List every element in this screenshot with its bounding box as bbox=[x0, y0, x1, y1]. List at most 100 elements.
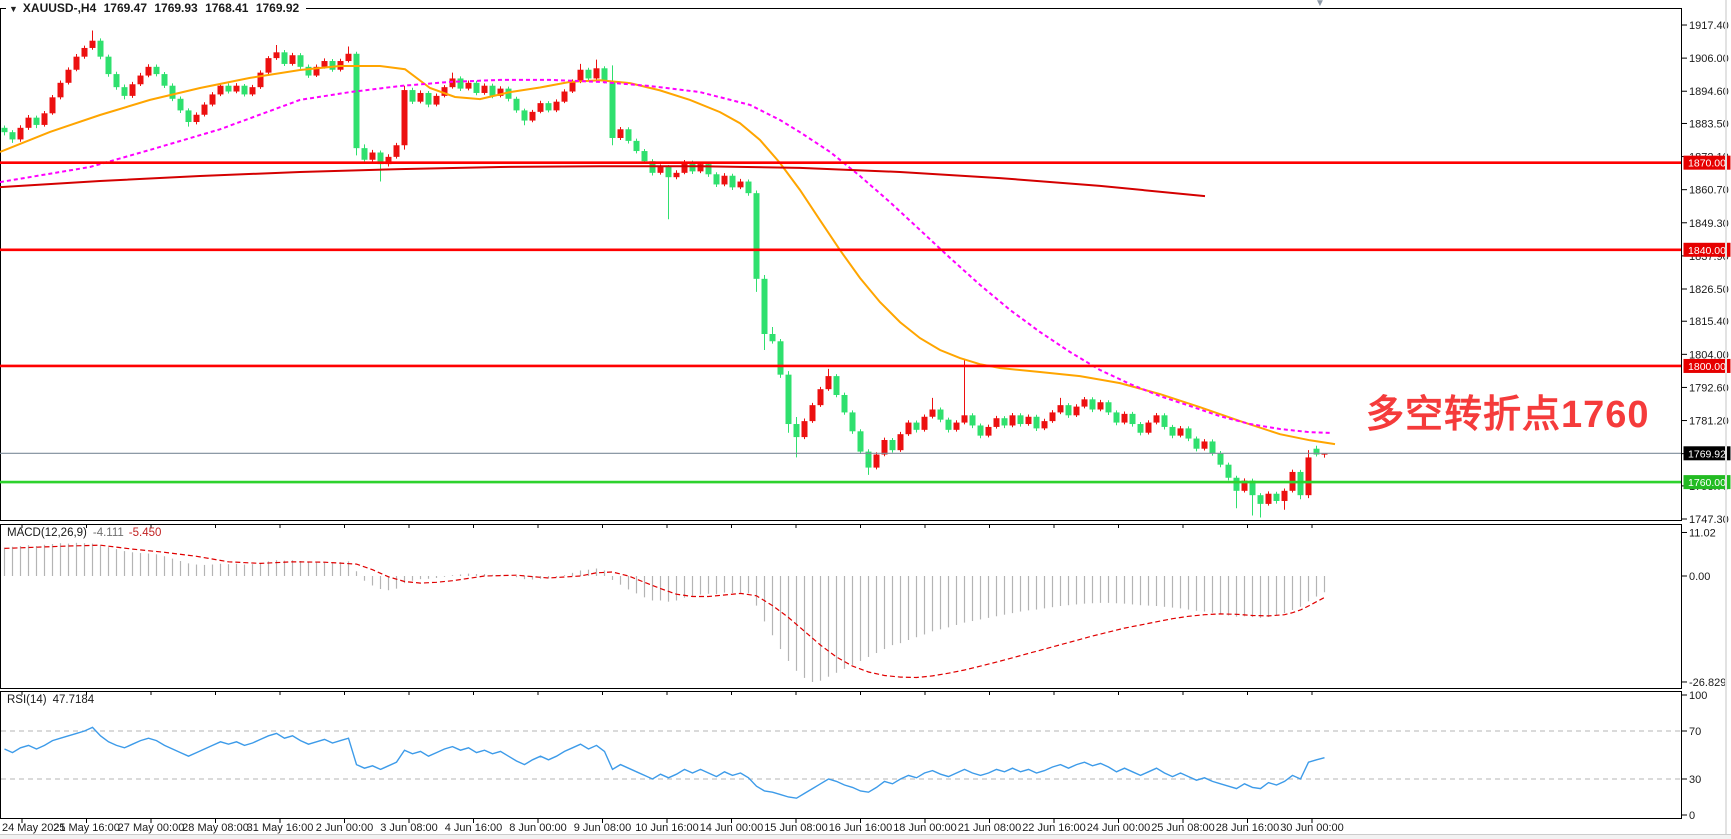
macd-main-value: -4.111 bbox=[92, 527, 124, 539]
candle-body bbox=[241, 85, 248, 95]
candle-body bbox=[625, 129, 632, 141]
candle-body bbox=[1153, 415, 1160, 423]
candle-body bbox=[25, 117, 32, 128]
candle-body bbox=[849, 412, 856, 432]
candle-body bbox=[57, 82, 64, 98]
chart-shift-marker-icon[interactable]: ▼ bbox=[1315, 0, 1325, 9]
candle-body bbox=[1065, 405, 1072, 416]
candle-body bbox=[1017, 415, 1024, 425]
candle-body bbox=[569, 81, 576, 92]
time-axis-label: 3 Jun 08:00 bbox=[380, 822, 438, 834]
candle-body bbox=[73, 56, 80, 70]
candle-body bbox=[145, 66, 152, 76]
candle-body bbox=[281, 52, 288, 64]
rsi-pane bbox=[0, 691, 1682, 819]
ohlc-info-bar[interactable]: ▼ XAUUSD-,H4 1769.47 1769.93 1768.41 1769… bbox=[6, 1, 307, 15]
candle-body bbox=[377, 152, 384, 165]
candle-body bbox=[721, 175, 728, 185]
candle-body bbox=[1321, 453, 1328, 455]
candle-body bbox=[121, 87, 128, 96]
candle-body bbox=[1105, 402, 1112, 413]
current-price-line-tag: 1769.92 bbox=[1683, 446, 1731, 461]
candle-body bbox=[833, 376, 840, 395]
candle-body bbox=[553, 101, 560, 111]
symbol-dropdown-icon[interactable]: ▼ bbox=[9, 4, 18, 14]
low-value: 1768.41 bbox=[205, 1, 249, 15]
candle-body bbox=[1041, 421, 1048, 429]
candle-body bbox=[1209, 441, 1216, 454]
candle-body bbox=[545, 103, 552, 111]
candle-body bbox=[457, 78, 464, 89]
candle-body bbox=[33, 117, 40, 125]
price-axis-label: 1917.40 bbox=[1689, 20, 1729, 32]
candle-body bbox=[513, 98, 520, 111]
candle-body bbox=[905, 422, 912, 435]
price-axis-label: 1826.50 bbox=[1689, 284, 1729, 296]
candle-body bbox=[713, 174, 720, 185]
candle-body bbox=[1193, 438, 1200, 449]
candle-body bbox=[433, 95, 440, 105]
candle-body bbox=[1233, 477, 1240, 491]
candle-body bbox=[321, 61, 328, 67]
candle-body bbox=[345, 53, 352, 62]
time-axis-label: 9 Jun 08:00 bbox=[574, 822, 632, 834]
candle-body bbox=[777, 341, 784, 375]
time-axis-label: 24 Jun 00:00 bbox=[1087, 822, 1151, 834]
price-axis-label: 1906.00 bbox=[1689, 53, 1729, 65]
candle-body bbox=[1137, 424, 1144, 433]
candle-body bbox=[209, 94, 216, 105]
candle-body bbox=[537, 103, 544, 112]
annotation-text[interactable]: 多空转折点1760 bbox=[1366, 394, 1650, 436]
candle-body bbox=[633, 140, 640, 152]
time-axis-label: 25 Jun 08:00 bbox=[1151, 822, 1215, 834]
price-tag-label: 1840.00 bbox=[1688, 245, 1726, 257]
price-axis-label: 1804.00 bbox=[1689, 349, 1729, 361]
candle-body bbox=[681, 162, 688, 173]
candle-body bbox=[1145, 422, 1152, 433]
candle-body bbox=[921, 416, 928, 430]
candle-body bbox=[673, 172, 680, 178]
candle-body bbox=[49, 97, 56, 114]
candle-body bbox=[745, 181, 752, 194]
price-axis-label: 1849.30 bbox=[1689, 218, 1729, 230]
candle-body bbox=[801, 421, 808, 438]
candle-body bbox=[753, 193, 760, 279]
candle-body bbox=[977, 425, 984, 436]
macd-axis-label: 11.02 bbox=[1689, 527, 1716, 539]
ma-mid-magenta-line bbox=[0, 78, 1333, 434]
candle-body bbox=[1257, 495, 1264, 504]
time-axis-label: 22 Jun 16:00 bbox=[1022, 822, 1086, 834]
price-axis: 1917.401906.001894.601883.501872.101860.… bbox=[1682, 20, 1729, 822]
candle-body bbox=[897, 434, 904, 451]
price-tag-bg bbox=[1683, 446, 1731, 461]
candle-body bbox=[945, 419, 952, 430]
candle-body bbox=[1033, 416, 1040, 429]
macd-indicator-label: MACD(12,26,9) -4.111 -5.450 bbox=[7, 527, 161, 539]
candle-body bbox=[785, 374, 792, 425]
candle-body bbox=[233, 85, 240, 92]
candle-body bbox=[1169, 426, 1176, 436]
candle-body bbox=[889, 439, 896, 451]
candle-body bbox=[105, 56, 112, 75]
candle-body bbox=[97, 40, 104, 57]
price-tag-bg bbox=[1683, 155, 1731, 170]
macd-axis-label: -26.829 bbox=[1689, 677, 1726, 689]
candle-body bbox=[657, 167, 664, 173]
candle-body bbox=[937, 409, 944, 420]
candle-body bbox=[177, 98, 184, 111]
ma-fast-orange-line bbox=[0, 65, 1336, 446]
rsi-value: 47.7184 bbox=[52, 694, 95, 706]
candle-body bbox=[481, 85, 488, 93]
candle-body bbox=[1273, 493, 1280, 501]
candle-body bbox=[697, 164, 704, 172]
candle-body bbox=[1089, 399, 1096, 410]
candle-body bbox=[1281, 490, 1288, 501]
candle-body bbox=[401, 90, 408, 146]
ma-slow-red-line bbox=[0, 165, 1206, 198]
candle-body bbox=[1249, 480, 1256, 496]
price-axis-label: 1860.70 bbox=[1689, 185, 1729, 197]
candle-body bbox=[129, 84, 136, 96]
candle-body bbox=[617, 129, 624, 138]
candle-body bbox=[1097, 402, 1104, 410]
